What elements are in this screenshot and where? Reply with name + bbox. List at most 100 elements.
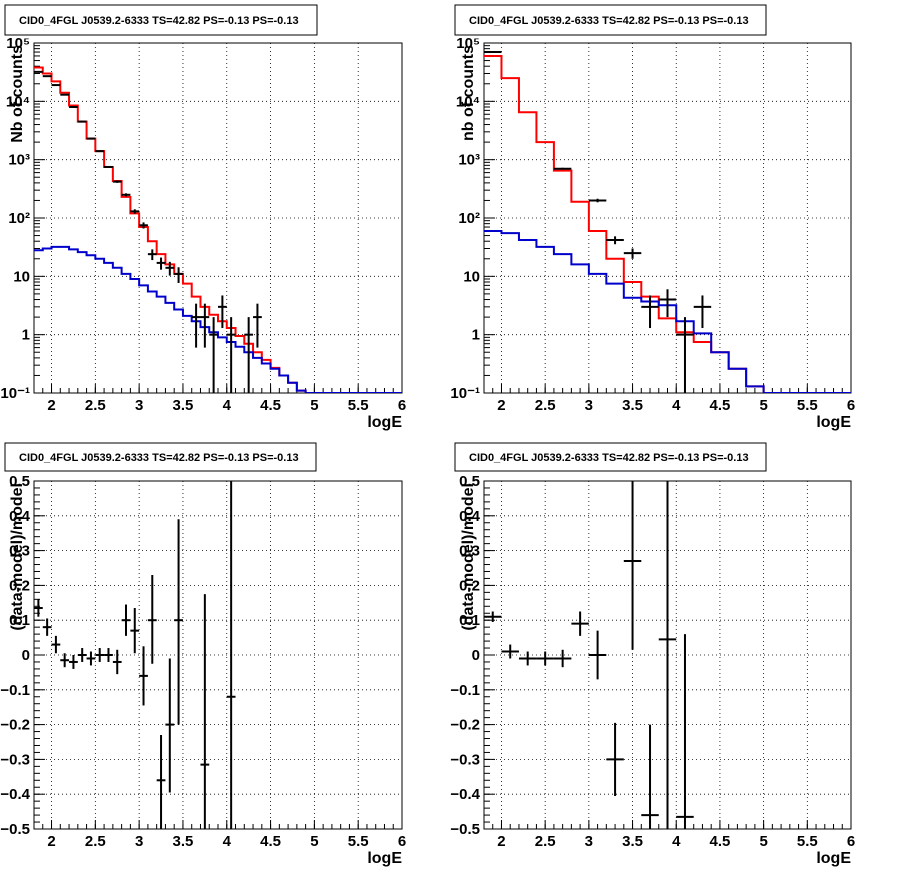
x-tick-label: 6	[398, 397, 406, 414]
x-tick-label: 5.5	[348, 833, 369, 850]
y-tick-label: 10⁻¹	[450, 385, 480, 402]
data-point	[42, 75, 52, 78]
x-tick-label: 4.5	[709, 397, 730, 414]
data-point	[69, 105, 78, 108]
data-point	[34, 599, 43, 617]
x-tick-label: 3	[585, 833, 593, 850]
x-axis-label: logE	[816, 850, 851, 867]
x-tick-label: 5	[759, 833, 767, 850]
data-point	[86, 651, 96, 666]
x-tick-label: 4	[672, 833, 681, 850]
data-point	[174, 267, 183, 283]
x-tick-label: 5	[310, 397, 318, 414]
y-tick-label: −0.2	[0, 717, 30, 734]
y-tick-label: −0.2	[450, 717, 480, 734]
data-point	[658, 481, 677, 829]
data-point	[139, 222, 148, 229]
x-tick-label: 5	[759, 397, 767, 414]
data-point	[60, 93, 70, 96]
y-tick-label: 0.3	[9, 543, 30, 560]
y-tick-label: 1	[22, 327, 30, 344]
data-point	[676, 634, 694, 829]
x-tick-label: 4.5	[260, 397, 281, 414]
chart-title: CID0_4FGL J0539.2-6333 TS=42.82 PS=-0.13…	[469, 452, 749, 464]
data-point	[165, 261, 175, 276]
x-tick-label: 5.5	[348, 397, 369, 414]
data-point	[174, 519, 183, 725]
data-point	[200, 303, 210, 348]
data-point	[641, 724, 659, 829]
data-point	[42, 618, 52, 636]
plot-frame	[483, 42, 852, 394]
y-tick-label: 0.1	[459, 612, 480, 629]
x-tick-label: 5.5	[797, 833, 818, 850]
chart-title: CID0_4FGL J0539.2-6333 TS=42.82 PS=-0.13…	[19, 15, 299, 27]
y-tick-label: 10³	[458, 152, 480, 169]
x-tick-label: 4	[672, 397, 681, 414]
data-point	[130, 608, 140, 654]
data-point	[658, 289, 677, 318]
x-tick-label: 2	[497, 397, 505, 414]
plot-area	[484, 481, 694, 829]
x-tick-label: 3.5	[173, 397, 194, 414]
data-point	[484, 611, 502, 622]
plot-area	[34, 481, 236, 829]
y-tick-label: 0.4	[9, 508, 31, 525]
data-point	[51, 84, 61, 87]
model-series-total	[484, 54, 851, 393]
data-point	[200, 594, 210, 829]
data-point	[95, 150, 105, 153]
y-tick-label: 10⁵	[6, 35, 30, 52]
y-tick-label: −0.4	[450, 786, 480, 803]
data-point	[571, 611, 589, 636]
x-tick-label: 5	[310, 833, 318, 850]
x-tick-label: 4.5	[260, 833, 281, 850]
title-box	[454, 4, 767, 36]
y-tick-label: 0.3	[459, 543, 480, 560]
x-tick-label: 3	[135, 397, 143, 414]
x-tick-label: 2	[47, 397, 55, 414]
data-point	[121, 604, 131, 636]
data-point	[676, 317, 694, 393]
x-tick-label: 6	[847, 397, 855, 414]
data-point	[104, 165, 113, 168]
data-point	[60, 653, 70, 668]
data-point	[147, 249, 157, 261]
data-point	[121, 193, 131, 197]
title-box	[454, 442, 767, 472]
y-tick-label: 0	[22, 647, 30, 664]
x-tick-label: 4	[223, 833, 232, 850]
data-point	[165, 658, 175, 793]
y-tick-label: 0.2	[459, 577, 480, 594]
data-point	[226, 317, 236, 393]
x-tick-label: 6	[847, 833, 855, 850]
plot-area	[484, 51, 851, 393]
chart-title: CID0_4FGL J0539.2-6333 TS=42.82 PS=-0.13…	[469, 15, 749, 27]
y-tick-label: 0.1	[9, 612, 30, 629]
data-point	[139, 646, 148, 706]
panel-3: CID0_4FGL J0539.2-6333 TS=42.82 PS=-0.13…	[0, 442, 406, 867]
data-point	[623, 481, 642, 650]
y-tick-label: −0.1	[0, 682, 30, 699]
y-tick-label: 10²	[8, 210, 30, 227]
y-axis-label: (data-model)/model	[460, 483, 477, 631]
data-point	[86, 137, 96, 140]
y-tick-label: −0.4	[0, 786, 30, 803]
y-tick-label: 10⁴	[6, 93, 30, 110]
y-tick-label: 10	[463, 268, 480, 285]
data-point	[104, 648, 113, 662]
data-point	[641, 295, 659, 329]
y-axis-label: (data-model)/model	[9, 483, 26, 631]
x-tick-label: 6	[398, 833, 406, 850]
data-point	[606, 236, 624, 245]
data-point	[693, 295, 712, 329]
x-tick-label: 3.5	[173, 833, 194, 850]
title-box	[4, 442, 317, 472]
data-point	[130, 209, 140, 214]
x-tick-label: 3	[135, 833, 143, 850]
data-point	[536, 651, 554, 666]
plot-area	[34, 66, 402, 393]
panel-4: CID0_4FGL J0539.2-6333 TS=42.82 PS=-0.13…	[450, 442, 855, 867]
y-tick-label: 0.5	[459, 473, 480, 490]
